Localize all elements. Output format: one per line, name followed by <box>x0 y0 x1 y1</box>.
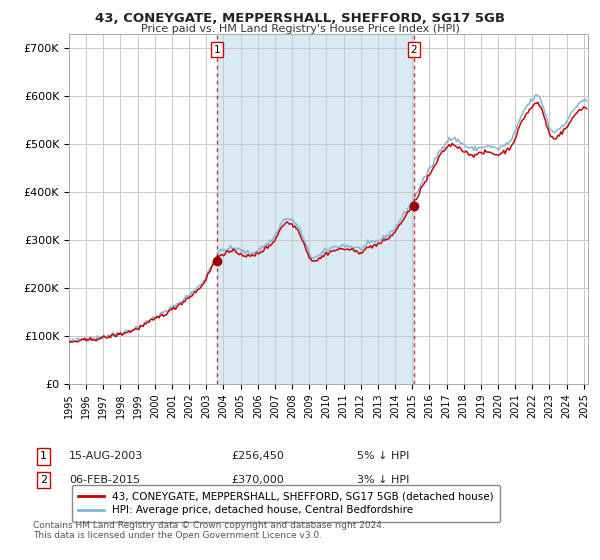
Bar <box>217 34 414 384</box>
Text: 2: 2 <box>40 475 47 485</box>
Text: 1: 1 <box>214 45 220 55</box>
Text: 15-AUG-2003: 15-AUG-2003 <box>69 451 143 461</box>
Text: This data is licensed under the Open Government Licence v3.0.: This data is licensed under the Open Gov… <box>33 531 322 540</box>
Text: Price paid vs. HM Land Registry's House Price Index (HPI): Price paid vs. HM Land Registry's House … <box>140 24 460 34</box>
Text: £370,000: £370,000 <box>231 475 284 485</box>
Text: 43, CONEYGATE, MEPPERSHALL, SHEFFORD, SG17 5GB: 43, CONEYGATE, MEPPERSHALL, SHEFFORD, SG… <box>95 12 505 25</box>
Text: 06-FEB-2015: 06-FEB-2015 <box>69 475 140 485</box>
Text: 3% ↓ HPI: 3% ↓ HPI <box>357 475 409 485</box>
Text: 5% ↓ HPI: 5% ↓ HPI <box>357 451 409 461</box>
Text: 2: 2 <box>410 45 417 55</box>
Text: £256,450: £256,450 <box>231 451 284 461</box>
Text: Contains HM Land Registry data © Crown copyright and database right 2024.: Contains HM Land Registry data © Crown c… <box>33 521 385 530</box>
Legend: 43, CONEYGATE, MEPPERSHALL, SHEFFORD, SG17 5GB (detached house), HPI: Average pr: 43, CONEYGATE, MEPPERSHALL, SHEFFORD, SG… <box>71 485 500 522</box>
Text: 1: 1 <box>40 451 47 461</box>
